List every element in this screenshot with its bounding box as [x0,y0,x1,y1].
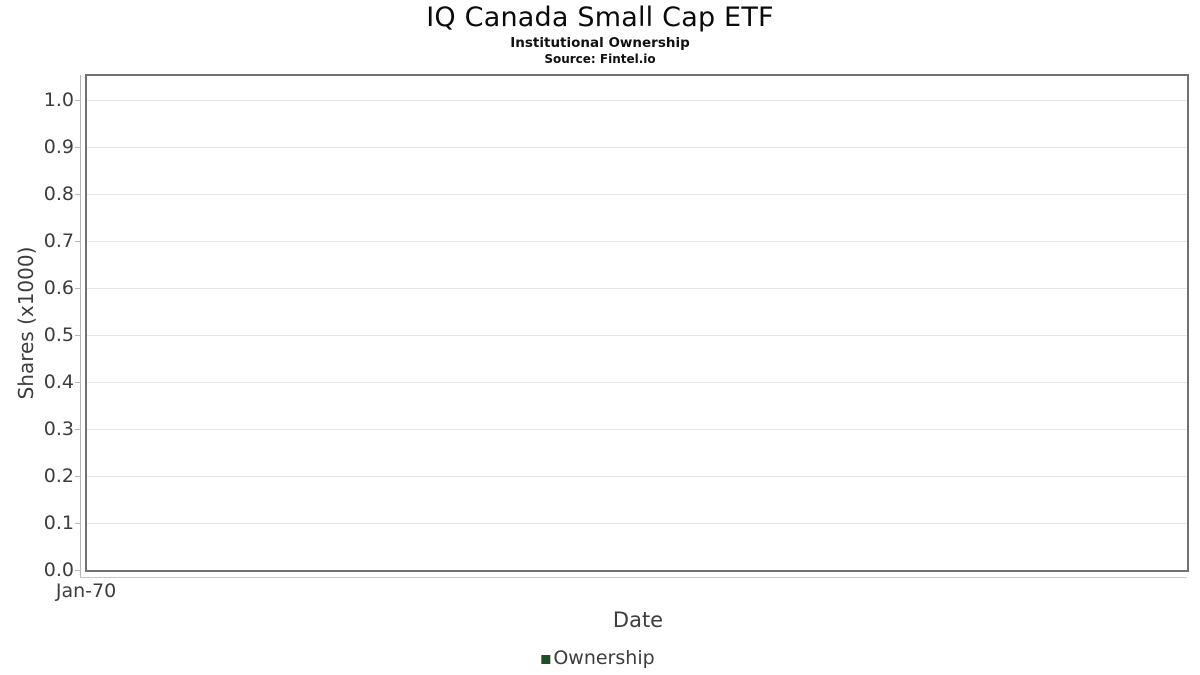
gridline [87,194,1187,195]
gridline [87,288,1187,289]
y-axis-title: Shares (x1000) [14,246,38,400]
y-tick-mark [75,288,80,289]
y-tick-label: 0.8 [43,183,74,205]
gridline [87,429,1187,430]
gridline [87,523,1187,524]
chart-source: Source: Fintel.io [544,52,656,66]
y-tick-mark [75,100,80,101]
y-tick-mark [75,241,80,242]
y-tick-label: 1.0 [43,89,74,111]
y-tick-mark [75,570,80,571]
legend-label-ownership: Ownership [553,647,655,669]
chart-subtitle: Institutional Ownership [510,35,690,51]
legend: Ownership [541,647,655,669]
y-tick-label: 0.2 [43,465,74,487]
y-tick-label: 0.6 [43,277,74,299]
x-axis-title: Date [612,608,664,632]
x-axis-line [80,577,1187,578]
gridline [87,476,1187,477]
chart-title: IQ Canada Small Cap ETF [426,2,774,33]
y-tick-label: 0.7 [43,230,74,252]
y-tick-mark [75,335,80,336]
y-tick-mark [75,382,80,383]
x-tick-label: Jan-70 [55,580,117,602]
legend-swatch-ownership [541,654,551,664]
gridline [87,147,1187,148]
y-tick-label: 0.1 [43,512,74,534]
y-tick-mark [75,194,80,195]
y-axis-line [80,75,81,577]
gridline [87,241,1187,242]
y-tick-label: 0.5 [43,324,74,346]
gridline [87,382,1187,383]
y-tick-mark [75,147,80,148]
y-tick-mark [75,476,80,477]
y-tick-mark [75,523,80,524]
plot-area [85,74,1189,572]
y-tick-mark [75,429,80,430]
y-tick-label: 0.0 [43,559,74,581]
gridline [87,335,1187,336]
y-tick-label: 0.4 [43,371,74,393]
y-tick-label: 0.9 [43,136,74,158]
y-tick-label: 0.3 [43,418,74,440]
gridline [87,100,1187,101]
